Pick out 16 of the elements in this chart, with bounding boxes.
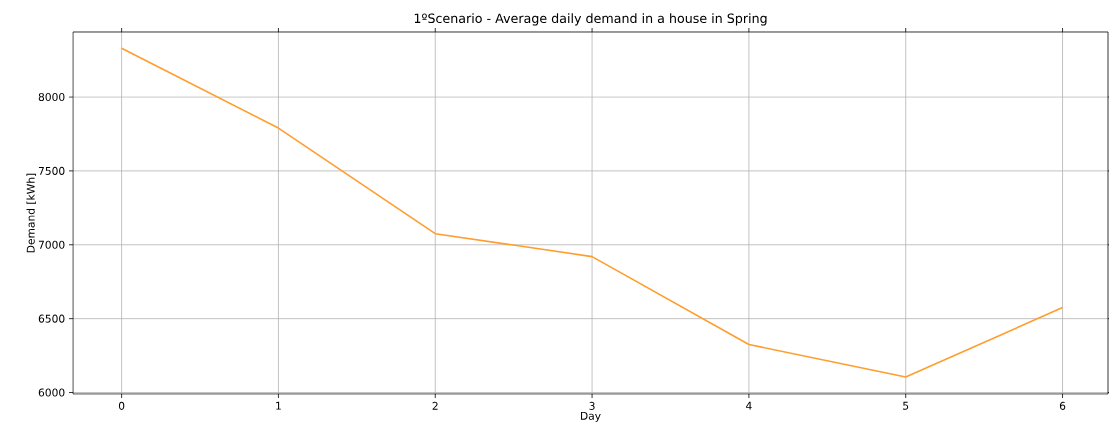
y-tick-label: 8000 — [38, 92, 65, 102]
y-tick-label: 6500 — [38, 314, 65, 323]
y-tick-label: 6000 — [38, 388, 65, 397]
y-axis-title: Demand [kWh] — [26, 173, 36, 253]
y-tick-label: 7000 — [38, 240, 65, 249]
x-tick-label: 3 — [589, 401, 595, 410]
x-tick-label: 5 — [903, 401, 909, 410]
y-tick-label: 7500 — [38, 166, 65, 175]
x-tick-label: 0 — [118, 401, 125, 410]
line-series — [120, 47, 1064, 378]
x-axis-title: Day — [581, 411, 601, 422]
x-tick-label: 4 — [746, 401, 752, 410]
chart-title: 1ºScenario - Average daily demand in a house in Spring — [414, 13, 767, 26]
x-tick-label: 2 — [432, 401, 438, 410]
x-tick-label: 6 — [1059, 401, 1066, 410]
x-tick-label: 1 — [276, 401, 281, 410]
